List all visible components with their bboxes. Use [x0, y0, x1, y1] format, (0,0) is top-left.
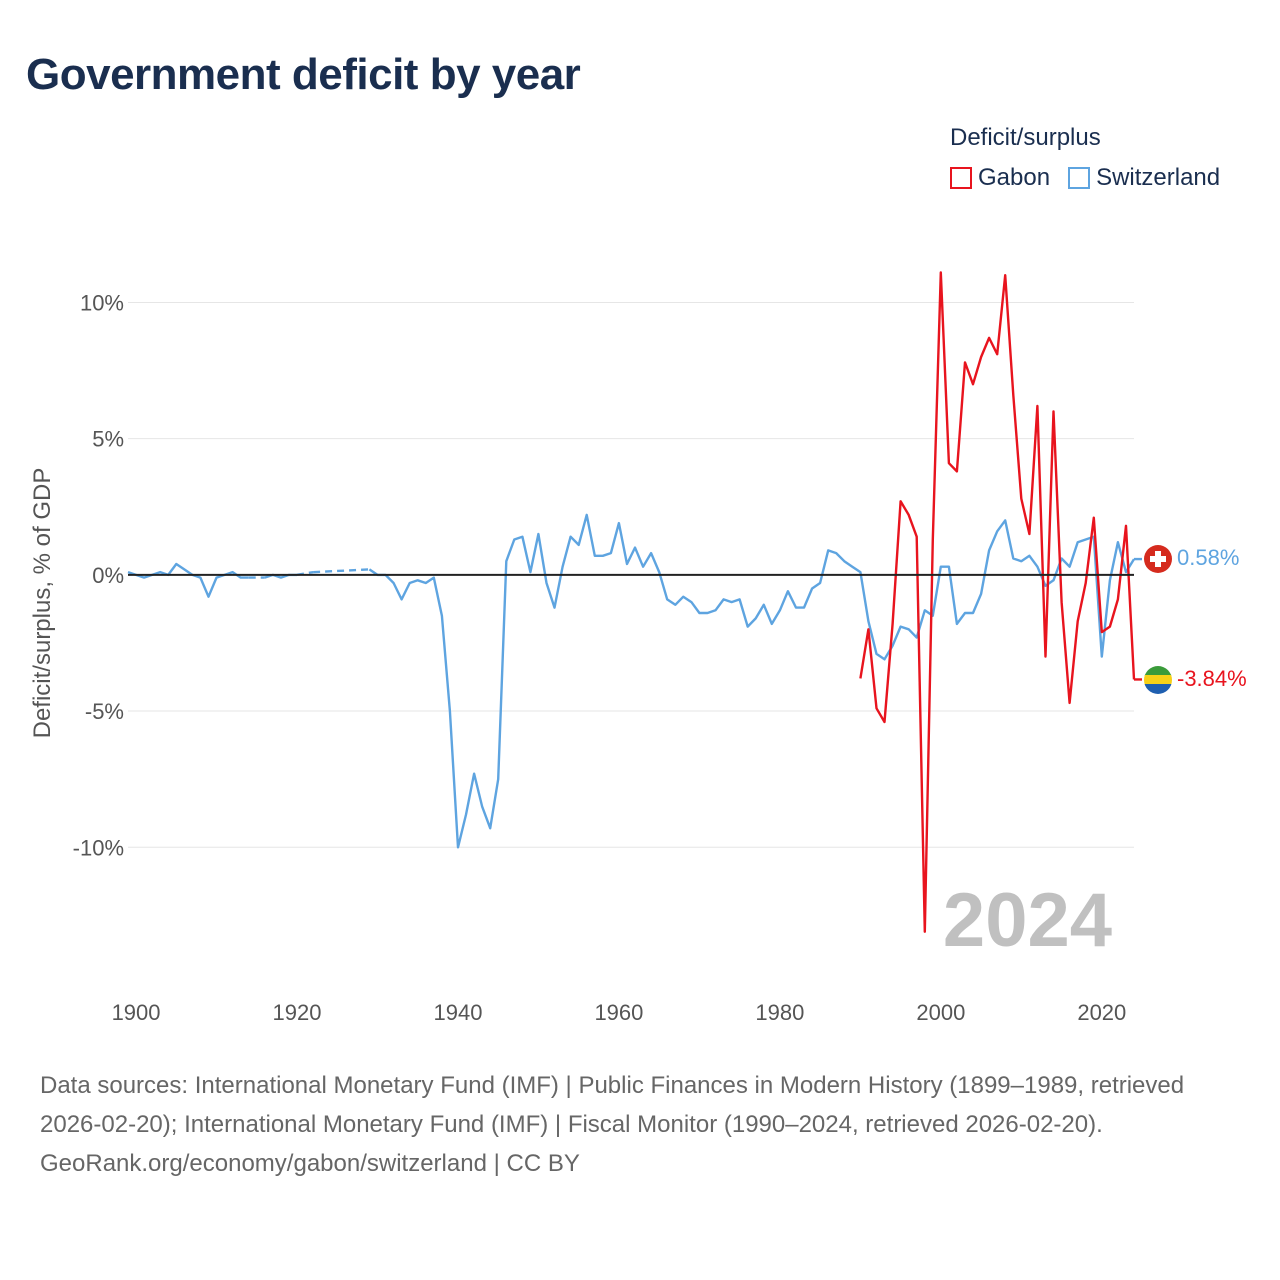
- x-tick-label: 1920: [273, 1000, 322, 1025]
- switzerland-line: [127, 562, 249, 598]
- legend-swatch-switzerland: [1068, 167, 1091, 189]
- x-tick-label: 2020: [1077, 1000, 1126, 1025]
- gabon-flag: [1144, 666, 1172, 694]
- y-axis-ticks: 10% 5% 0% -5% -10%: [73, 290, 124, 860]
- series-lines: [127, 271, 1142, 933]
- legend-label-gabon: Gabon: [978, 164, 1051, 191]
- year-watermark: 2024: [943, 878, 1112, 963]
- x-tick-label: 1980: [755, 1000, 804, 1025]
- legend-item-switzerland[interactable]: Switzerland: [1068, 164, 1220, 192]
- credit-link[interactable]: GeoRank.org/economy/gabon/switzerland | …: [40, 1150, 580, 1177]
- gabon-end-label: -3.84%: [1177, 666, 1247, 691]
- legend-item-gabon[interactable]: Gabon: [950, 164, 1050, 192]
- footer: Data sources: International Monetary Fun…: [40, 1066, 1240, 1183]
- legend: Gabon Switzerland: [950, 164, 1220, 192]
- y-tick-label: 5%: [92, 427, 124, 452]
- switzerland-line: [368, 513, 1136, 849]
- legend-label-switzerland: Switzerland: [1096, 164, 1221, 191]
- legend-title: Deficit/surplus: [950, 124, 1101, 151]
- switzerland-end-label: 0.58%: [1177, 545, 1239, 570]
- y-tick-label: -10%: [73, 835, 124, 860]
- y-axis-label: Deficit/surplus, % of GDP: [29, 468, 56, 739]
- x-tick-label: 1900: [112, 1000, 161, 1025]
- gabon-line: [859, 271, 1136, 933]
- legend-swatch-gabon: [950, 167, 972, 189]
- y-tick-label: 10%: [80, 290, 124, 315]
- switzerland-flag: [1144, 545, 1172, 573]
- y-tick-label: 0%: [92, 563, 124, 588]
- grid-lines: [128, 301, 1134, 848]
- x-tick-label: 1940: [433, 1000, 482, 1025]
- x-tick-label: 1960: [594, 1000, 643, 1025]
- x-axis-ticks: 1900 1920 1940 1960 1980 2000 2020: [112, 1000, 1127, 1025]
- switzerland-gap-line: [313, 568, 370, 574]
- chart-plot: 10% 5% 0% -5% -10% 1900 1920 1940 1960 1980 2000 2…: [29, 271, 1247, 1025]
- x-tick-label: 2000: [916, 1000, 965, 1025]
- y-tick-label: -5%: [85, 699, 124, 724]
- data-sources: Data sources: International Monetary Fun…: [40, 1072, 1185, 1138]
- chart-title: Government deficit by year: [26, 50, 581, 99]
